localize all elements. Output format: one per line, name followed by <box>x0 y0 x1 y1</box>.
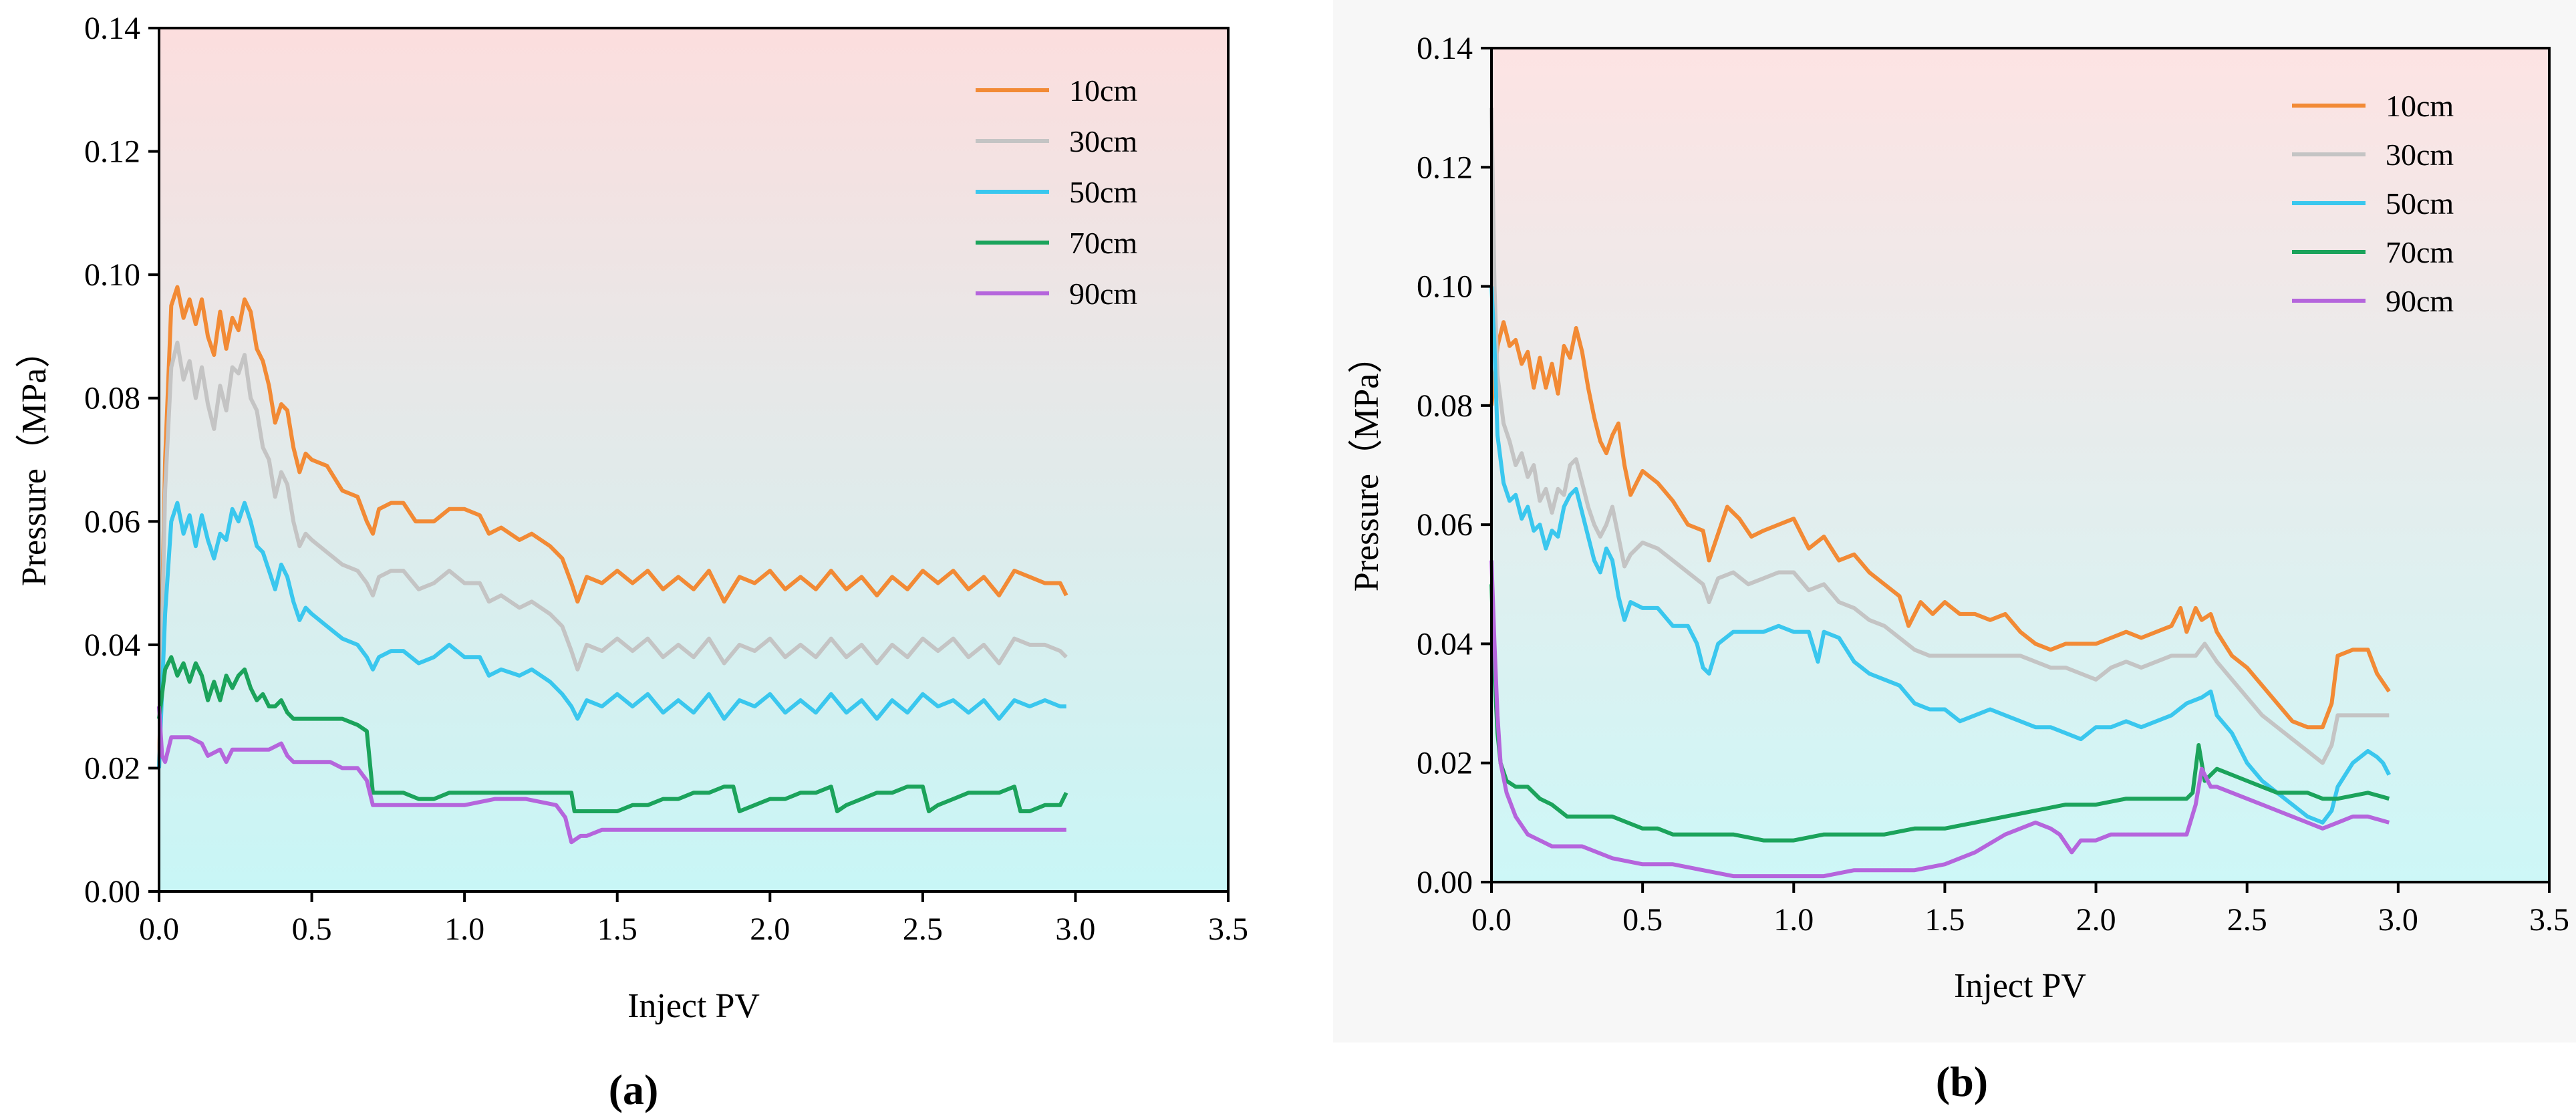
series-line-90cm <box>1489 560 2390 879</box>
y-tick-label: 0.02 <box>1417 746 1473 781</box>
y-tick-label: 0.06 <box>1417 507 1473 543</box>
legend-label: 50cm <box>1069 175 1137 209</box>
legend-label: 50cm <box>2386 186 2454 221</box>
y-tick-label: 0.12 <box>84 134 140 170</box>
x-tick-label: 3.5 <box>2529 902 2569 938</box>
legend-label: 30cm <box>1069 124 1137 158</box>
y-tick-label: 0.10 <box>1417 269 1473 305</box>
legend-label: 70cm <box>2386 235 2454 269</box>
series-line-70cm <box>157 655 1068 813</box>
x-axis-title: Inject PV <box>627 987 760 1025</box>
y-axis-title: Pressure（MPa） <box>15 333 53 586</box>
x-tick-label: 0.0 <box>139 912 179 947</box>
y-tick-label: 0.10 <box>84 257 140 293</box>
legend-label: 30cm <box>2386 138 2454 172</box>
legend-label: 90cm <box>2386 284 2454 318</box>
legend-label: 90cm <box>1069 277 1137 311</box>
x-tick-label: 2.5 <box>2227 902 2267 938</box>
plot-area-background <box>159 28 1228 891</box>
y-tick-label: 0.04 <box>1417 626 1473 662</box>
plot-frame <box>1490 47 2551 883</box>
y-tick-label: 0.14 <box>1417 31 1473 66</box>
x-tick-label: 0.5 <box>1622 902 1663 938</box>
chart-panel-b: 0.0 0.5 1.0 1.5 2.0 2.5 3.0 3.5 0.00 0.02 0.04 0.06… <box>1348 31 2569 1105</box>
series-line-90cm <box>157 706 1066 845</box>
y-tick-label: 0.08 <box>1417 388 1473 424</box>
x-tick-label: 2.0 <box>750 912 790 947</box>
chart-panel-a: 0.0 0.5 1.0 1.5 2.0 2.5 3.0 3.5 0.00 0.02 0.04 0.06… <box>15 11 1248 1113</box>
y-tick-label: 0.06 <box>84 504 140 539</box>
series-line-50cm <box>1489 286 2391 825</box>
x-tick-label: 1.5 <box>597 912 637 947</box>
y-tick-label: 0.08 <box>84 381 140 416</box>
x-tick-label: 3.0 <box>1055 912 1095 947</box>
y-tick-label: 0.14 <box>84 11 140 46</box>
plot-frame <box>158 27 1230 893</box>
series-line-50cm <box>157 501 1066 768</box>
series-line-70cm <box>1489 584 2390 843</box>
series-line-30cm <box>1489 108 2390 765</box>
x-axis-title: Inject PV <box>1954 967 2086 1005</box>
series-line-10cm <box>1489 320 2391 730</box>
legend-label: 70cm <box>1069 226 1137 260</box>
y-tick-label: 0.00 <box>1417 865 1473 900</box>
plot-area-background <box>1491 48 2549 882</box>
panel-caption: (b) <box>1936 1058 1988 1105</box>
x-tick-label: 3.0 <box>2378 902 2418 938</box>
x-tick-label: 0.0 <box>1471 902 1512 938</box>
panel-caption: (a) <box>609 1066 659 1113</box>
x-tick-label: 1.0 <box>444 912 484 947</box>
y-tick-label: 0.04 <box>84 627 140 663</box>
x-tick-label: 3.5 <box>1208 912 1248 947</box>
y-axis-title: Pressure（MPa） <box>1348 339 1386 591</box>
legend: 10cm 30cm 50cm 70cm 90cm <box>976 74 1137 311</box>
legend-label: 10cm <box>1069 74 1137 108</box>
y-tick-label: 0.00 <box>84 874 140 909</box>
y-tick-label: 0.12 <box>1417 150 1473 185</box>
series-line-10cm <box>157 285 1068 768</box>
legend-label: 10cm <box>2386 89 2454 123</box>
x-tick-label: 1.0 <box>1773 902 1814 938</box>
y-tick-label: 0.02 <box>84 750 140 786</box>
legend: 10cm 30cm 50cm 70cm 90cm <box>2292 89 2454 318</box>
x-tick-label: 2.5 <box>903 912 943 947</box>
x-tick-label: 1.5 <box>1924 902 1965 938</box>
x-tick-label: 2.0 <box>2076 902 2116 938</box>
x-tick-label: 0.5 <box>292 912 332 947</box>
series-line-30cm <box>157 340 1068 768</box>
